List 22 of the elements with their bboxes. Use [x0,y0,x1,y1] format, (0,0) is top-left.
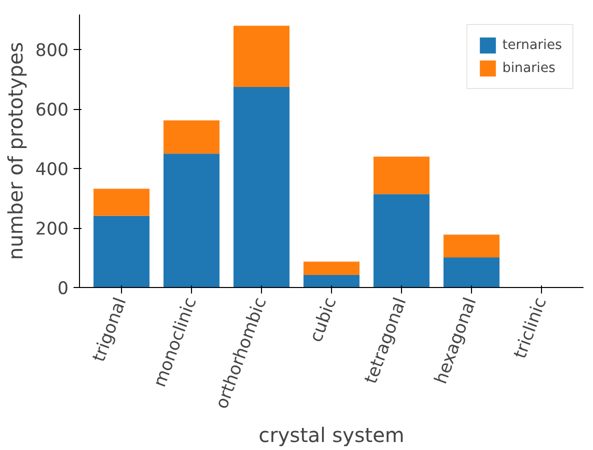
bar [234,26,290,88]
bar [234,87,290,288]
y-tick-label: 400 [35,160,69,180]
legend-label: ternaries [502,38,562,52]
bar [94,188,150,216]
bar [164,154,220,288]
legend-label: binaries [502,60,556,76]
bar [374,194,430,288]
y-axis-title: number of prototypes [3,42,28,260]
y-tick-label: 800 [35,41,69,62]
y-tick-label: 200 [35,220,69,240]
x-axis-title: crystal system [258,423,404,448]
bar [444,257,500,288]
bar [304,262,360,276]
bar [94,216,150,288]
x-tick-label: cubic [306,295,341,346]
bar [374,156,430,194]
y-tick-label: 0 [57,279,69,299]
y-tick-label: 600 [35,100,69,121]
bar [164,120,220,154]
bar [444,234,500,258]
bar [304,275,360,288]
